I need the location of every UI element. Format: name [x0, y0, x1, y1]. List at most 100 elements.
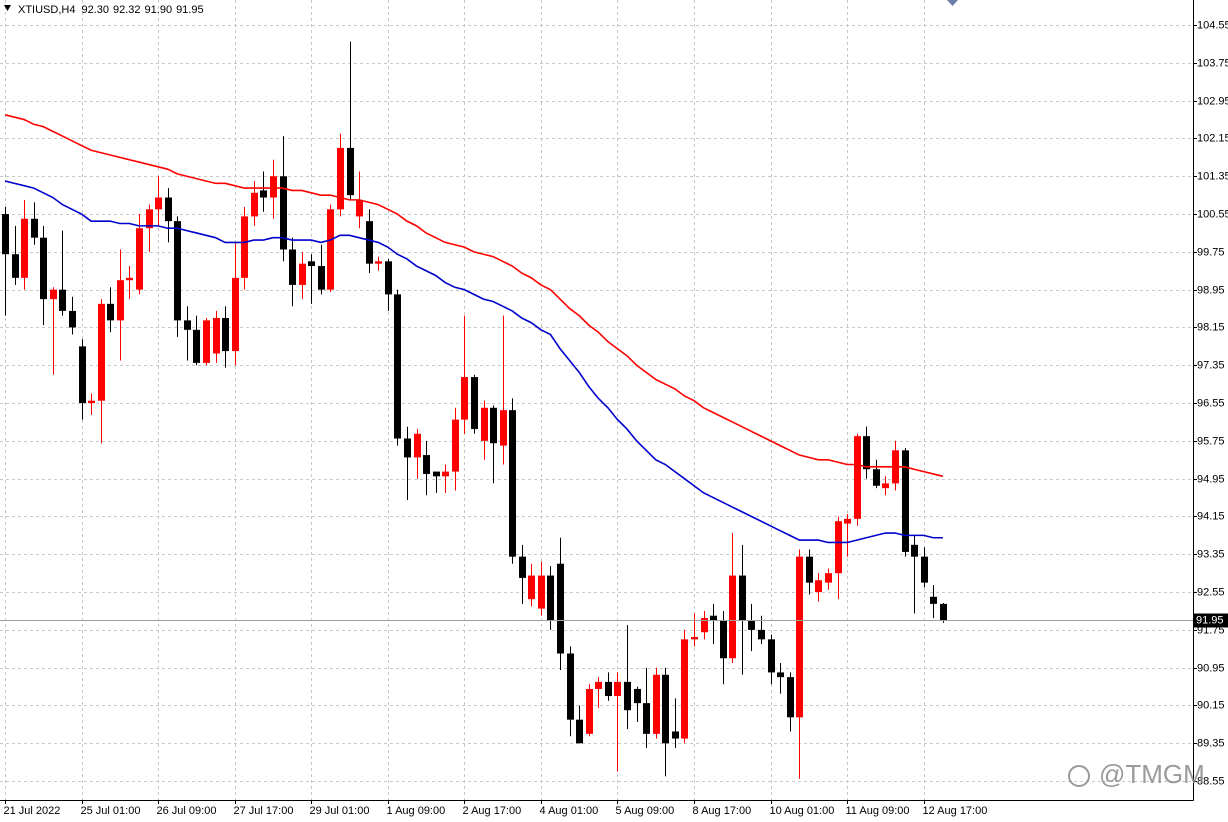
y-tick-label: 88.55 [1197, 775, 1225, 787]
grid [0, 0, 1193, 800]
candle-body [260, 190, 267, 198]
candle-body [88, 400, 95, 404]
candle-body [940, 603, 947, 621]
candle-body [12, 254, 19, 278]
candle-body [471, 377, 478, 430]
candle-body [126, 277, 133, 281]
candle-body [232, 277, 239, 352]
x-tick-label: 2 Aug 17:00 [463, 805, 522, 817]
candle-body [720, 620, 727, 659]
candle-body [614, 681, 621, 697]
candle-body [79, 346, 86, 404]
candle-body [643, 703, 650, 734]
candle-body [710, 615, 717, 621]
candle-body [662, 674, 669, 744]
x-tick-label: 12 Aug 17:00 [923, 805, 988, 817]
last-price-box [1194, 613, 1228, 628]
x-tick-label: 27 Jul 17:00 [234, 805, 294, 817]
candle-body [538, 575, 545, 609]
y-tick-label: 99.75 [1197, 246, 1225, 258]
candle-body [280, 176, 287, 250]
candle-body [59, 289, 66, 311]
candle-body [605, 681, 612, 697]
symbol-title: XTIUSD,H4 [18, 4, 75, 16]
candle-body [481, 407, 488, 441]
x-tick-label: 1 Aug 09:00 [387, 805, 446, 817]
y-tick-label: 101.35 [1197, 170, 1228, 182]
candle-body [911, 544, 918, 557]
y-tick-label: 94.15 [1197, 510, 1225, 522]
candle-body [528, 575, 535, 600]
candle-body [289, 249, 296, 285]
candle-body [624, 681, 631, 711]
candle-body [547, 575, 554, 621]
candle-body [414, 433, 421, 458]
candle-body [442, 471, 449, 477]
candle-body [672, 731, 679, 739]
x-tick-label: 25 Jul 01:00 [81, 805, 141, 817]
candle-body [729, 575, 736, 659]
candle-body [461, 377, 468, 420]
candle-body [366, 221, 373, 264]
candle-body [681, 639, 688, 739]
candle-body [586, 688, 593, 734]
candle-body [806, 556, 813, 583]
candle-body [394, 294, 401, 439]
candle-body [452, 419, 459, 472]
candle-body [337, 147, 344, 210]
candle-body [691, 636, 698, 640]
x-tick-label: 4 Aug 01:00 [540, 805, 599, 817]
candle-body [107, 303, 114, 321]
candle-body [433, 471, 440, 477]
candle-body [203, 320, 210, 363]
candle-body [327, 209, 334, 290]
x-tick-label: 11 Aug 09:00 [846, 805, 910, 817]
candle-body [634, 688, 641, 704]
candle-body [21, 218, 28, 278]
candle-body [930, 596, 937, 604]
candle-body [567, 653, 574, 720]
candle-body [308, 261, 315, 267]
watermark: @TMGM [1099, 759, 1205, 789]
y-tick-label: 92.55 [1197, 586, 1225, 598]
watermark-logo: @TMGM [1068, 759, 1205, 789]
candle-body [98, 303, 105, 401]
candle-body [787, 677, 794, 718]
info-low: 91.90 [145, 4, 173, 16]
candle-body [241, 216, 248, 278]
candle-body [318, 266, 325, 290]
chart-header: XTIUSD,H4 92.30 92.32 91.90 91.95 [18, 4, 204, 16]
candle-body [155, 197, 162, 210]
candle-body [863, 436, 870, 470]
candle-body [174, 221, 181, 321]
shift-marker [947, 0, 958, 6]
candle-body [902, 450, 909, 552]
y-tick-label: 90.95 [1197, 662, 1225, 674]
candle-body [193, 329, 200, 363]
y-tick-label: 98.95 [1197, 284, 1225, 296]
candle-body [758, 629, 765, 640]
last-price-label: 91.95 [1196, 614, 1224, 626]
candle-body [844, 518, 851, 524]
candle-body [117, 280, 124, 321]
candle-body [748, 620, 755, 630]
y-tick-label: 102.95 [1197, 95, 1228, 107]
candle-body [557, 563, 564, 654]
candle-body [921, 556, 928, 583]
y-tick-label: 93.35 [1197, 548, 1225, 560]
candle-body [165, 197, 172, 222]
candle-body [347, 147, 354, 196]
moving-average-line [4, 114, 944, 478]
candle-body [835, 521, 842, 574]
candle-body [519, 556, 526, 578]
y-tick-label: 89.35 [1197, 737, 1225, 749]
x-tick-label: 29 Jul 01:00 [310, 805, 370, 817]
info-close: 91.95 [176, 4, 204, 16]
candle-body [251, 192, 258, 217]
candle-body [69, 310, 76, 328]
candle-body [356, 199, 363, 217]
candle-body [2, 214, 9, 255]
